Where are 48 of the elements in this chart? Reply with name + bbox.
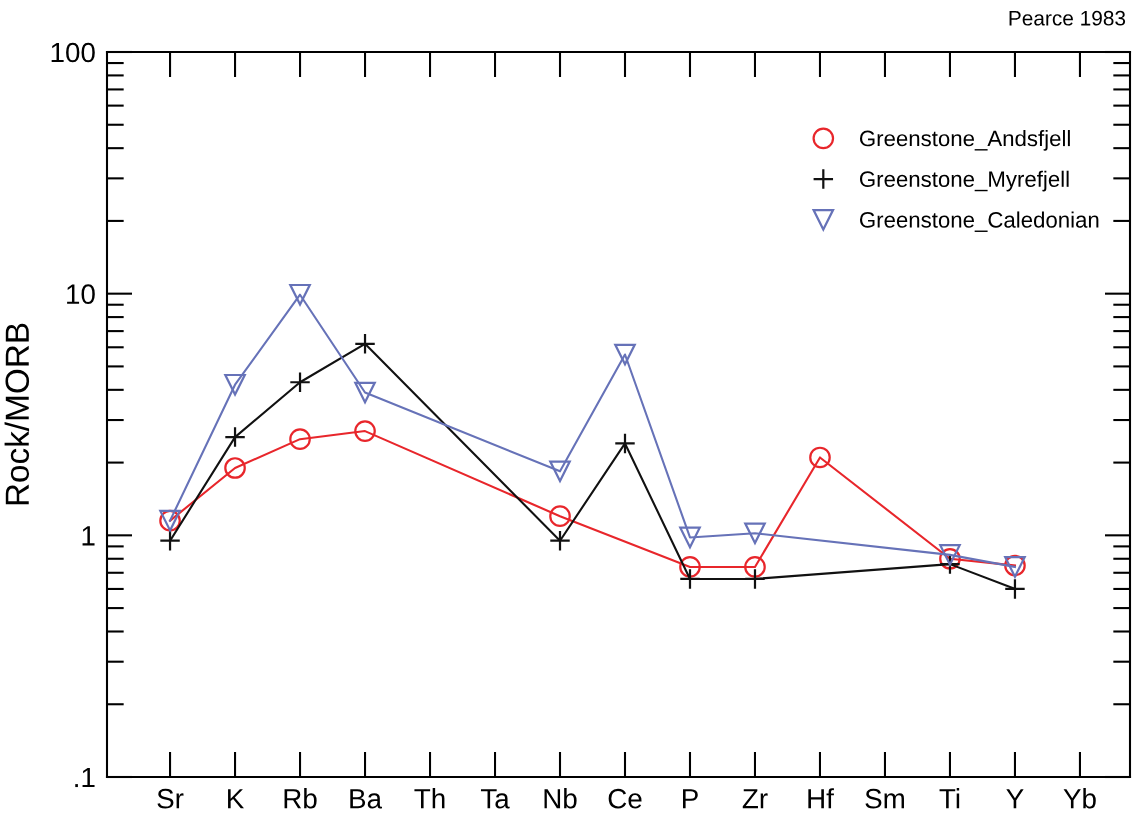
x-tick-label: Y <box>1006 789 1024 809</box>
x-tick-label: Nb <box>544 788 577 809</box>
point <box>289 428 311 450</box>
x-tick-label: Yb <box>1063 788 1096 809</box>
y-tick-label: 100 <box>51 42 95 63</box>
x-tick-label: Th <box>414 788 445 809</box>
point <box>354 333 376 355</box>
point <box>549 529 571 552</box>
point <box>354 420 376 442</box>
point <box>224 457 246 479</box>
x-tick-label: Ce <box>608 788 642 809</box>
point <box>549 460 571 483</box>
x-tick-label: Sr <box>157 788 184 809</box>
x-tick-label: Ba <box>350 789 383 809</box>
x-tick-label: Ta <box>480 789 510 809</box>
legend-label: Greenstone_Andsfjell <box>859 130 1070 151</box>
x-tick-label: Zr <box>742 789 768 809</box>
x-tick-label: P <box>683 789 698 809</box>
point <box>549 505 571 528</box>
y-tick-label: .1 <box>75 767 95 788</box>
point <box>224 426 246 448</box>
point <box>159 529 181 552</box>
point <box>939 553 961 575</box>
text: Pearce 1983 <box>1009 10 1126 26</box>
point <box>614 343 636 366</box>
y-tick-label: 1 <box>82 526 95 546</box>
point <box>809 446 831 469</box>
point <box>224 373 246 396</box>
point <box>744 556 766 578</box>
legend-label: Greenstone_Caledonian <box>859 211 1099 232</box>
point <box>679 526 701 549</box>
x-tick-label: Ti <box>939 788 960 809</box>
point <box>744 568 766 590</box>
point <box>1004 578 1026 600</box>
point <box>354 381 376 404</box>
legend-label: Greenstone_Myrefjell <box>859 170 1069 192</box>
x-tick-label: Hf <box>808 788 834 809</box>
point <box>744 522 766 545</box>
point <box>679 556 701 578</box>
point <box>289 371 311 394</box>
y-axis-title: Rock/MORB <box>4 323 30 505</box>
point <box>289 283 311 306</box>
point <box>614 432 636 455</box>
x-tick-label: K <box>228 789 244 809</box>
x-tick-label: Rb <box>284 788 317 809</box>
x-tick-label: Sm <box>865 788 904 809</box>
point <box>679 568 701 590</box>
y-tick-label: 10 <box>67 284 95 305</box>
